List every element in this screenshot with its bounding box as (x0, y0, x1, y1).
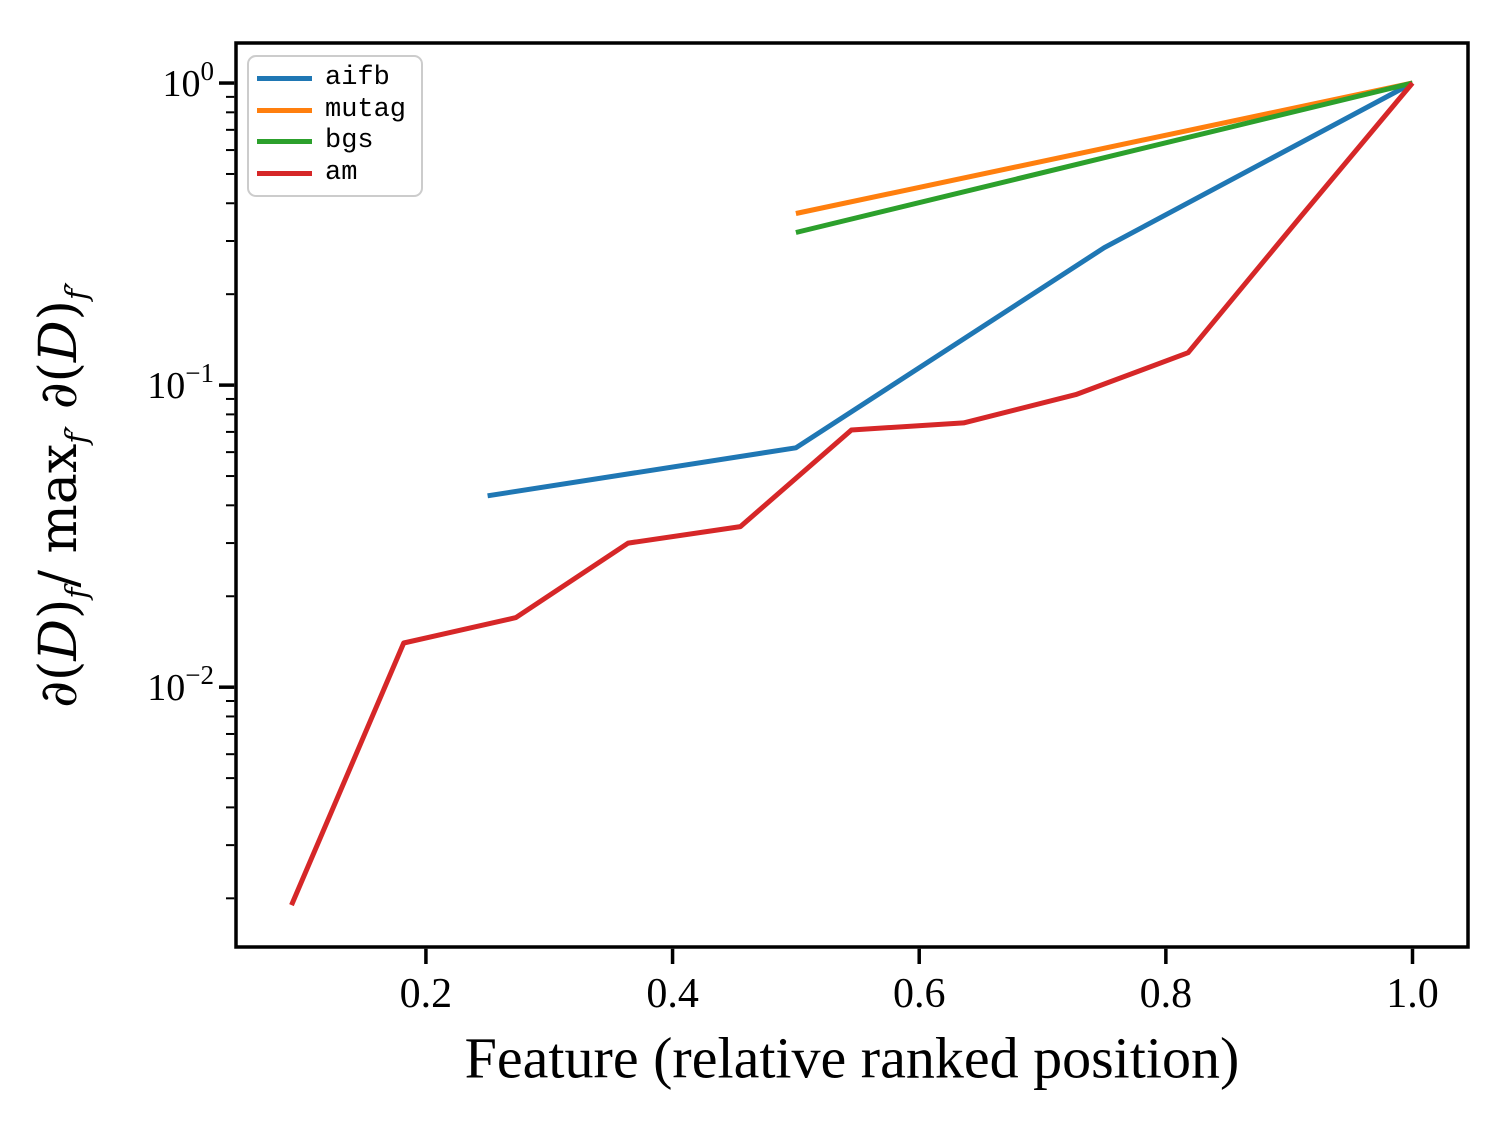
legend-label-bgs: bgs (325, 126, 374, 157)
x-tick-label: 0.4 (646, 971, 699, 1017)
y-axis-label-part: ) (29, 300, 90, 321)
y-axis-label-part: f′ (59, 425, 95, 444)
legend-item-bgs: bgs (249, 128, 421, 155)
y-axis-label: ∂(D)f/ maxf′ ∂(D)f′ (29, 282, 95, 708)
y-axis-label-part: f (59, 587, 95, 599)
series-line-mutag (795, 80, 1414, 216)
legend-swatch-aifb (257, 76, 312, 82)
y-axis-label-part: ∂( (29, 660, 90, 708)
series-line-bgs (795, 80, 1414, 235)
y-axis-label-part: f′ (59, 282, 95, 301)
y-tick-label: 10−2 (147, 660, 214, 709)
legend-item-am: am (249, 157, 421, 188)
legend-item-aifb: aifb (249, 65, 421, 92)
legend-swatch-bgs (257, 139, 312, 145)
series-line-am (289, 81, 1415, 907)
legend-label-am: am (325, 157, 358, 188)
x-tick-label: 0.2 (400, 971, 453, 1017)
x-tick-label: 0.6 (893, 971, 946, 1017)
axes-frame (234, 41, 1470, 949)
legend-label-aifb: aifb (325, 63, 390, 94)
x-axis-label: Feature (relative ranked position) (464, 1025, 1240, 1091)
legend-label-mutag: mutag (325, 94, 407, 125)
x-tick-label: 1.0 (1386, 971, 1439, 1017)
legend-item-mutag: mutag (249, 94, 421, 125)
y-axis-label-part: D (29, 320, 90, 363)
y-axis-label-part: ∂( (29, 362, 90, 426)
y-axis-label-part: ) (29, 598, 90, 620)
legend-swatch-mutag (257, 107, 312, 113)
y-axis-label-part: max (29, 443, 90, 571)
y-axis-label-part: / (29, 570, 90, 588)
legend: aifb mutag bgs am (247, 55, 423, 197)
y-tick-label: 100 (163, 56, 215, 105)
y-tick-label: 10−1 (147, 358, 214, 407)
y-axis-label-part: D (29, 619, 90, 661)
series-line-aifb (487, 80, 1414, 499)
x-tick-label: 0.8 (1140, 971, 1193, 1017)
legend-swatch-am (257, 170, 312, 176)
